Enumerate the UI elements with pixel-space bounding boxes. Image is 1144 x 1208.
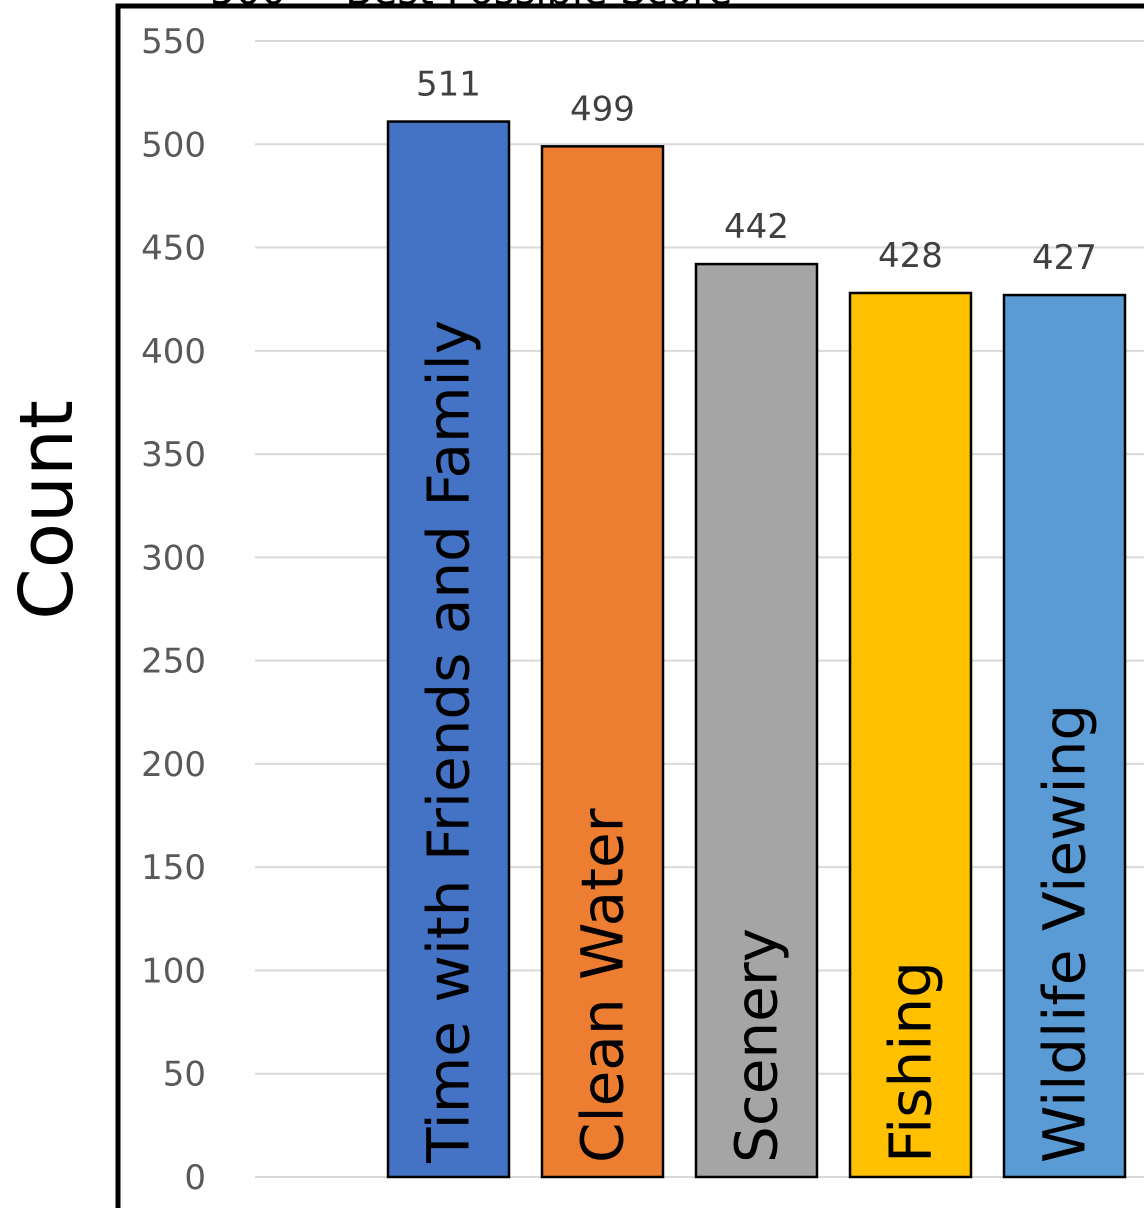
y-tick-label: 200	[141, 745, 206, 785]
chart-title: 500 = Best Possible Score	[210, 0, 732, 14]
y-tick-label: 500	[141, 125, 206, 165]
bar	[694, 262, 819, 1179]
y-tick-label: 150	[141, 848, 206, 888]
y-tick-label: 250	[141, 642, 206, 682]
y-tick-label: 450	[141, 229, 206, 269]
y-tick-label: 50	[163, 1055, 206, 1095]
data-label: 499	[570, 89, 635, 129]
category-label: Scenery	[723, 928, 791, 1163]
data-label: 427	[1032, 238, 1097, 278]
bar	[1002, 293, 1127, 1179]
chart-frame	[115, 3, 1144, 1208]
y-tick-label: 0	[184, 1158, 206, 1198]
y-tick-label: 400	[141, 332, 206, 372]
category-label: Fishing	[877, 961, 945, 1163]
bars	[386, 120, 1127, 1179]
bar	[848, 291, 973, 1179]
category-label: Clean Water	[569, 808, 637, 1163]
data-label: 511	[416, 65, 481, 105]
category-label: Time with Friends and Family	[415, 320, 483, 1164]
category-label: Wildlife Viewing	[1031, 704, 1099, 1163]
data-label: 442	[724, 207, 789, 247]
y-tick-label: 100	[141, 951, 206, 991]
bar	[540, 145, 665, 1179]
data-labels: 511 499 442 428 427	[416, 65, 1097, 278]
y-axis-ticks: 0 50 100 150 200 250 300 350 400 450 500 550	[141, 22, 206, 1198]
y-tick-label: 550	[141, 22, 206, 62]
y-axis-label: Count	[4, 400, 90, 620]
y-tick-label: 300	[141, 538, 206, 578]
data-label: 428	[878, 236, 943, 276]
bar-category-labels: Time with Friends and Family Clean Water S…	[415, 320, 1099, 1164]
bar	[386, 120, 511, 1179]
y-tick-label: 350	[141, 435, 206, 475]
